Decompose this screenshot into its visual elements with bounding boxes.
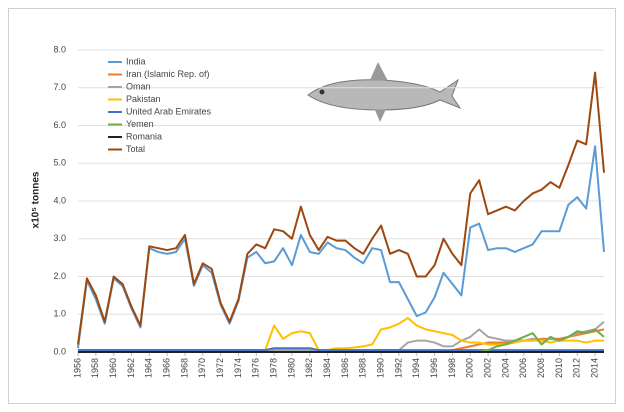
- x-tick-label: 1970: [197, 358, 207, 378]
- x-tick-label: 1960: [108, 358, 118, 378]
- series-line: [77, 71, 605, 345]
- x-tick-label: 1972: [215, 358, 225, 378]
- x-tick-label: 1990: [375, 358, 385, 378]
- series-line: [78, 347, 604, 352]
- y-tick-label: 1.0: [53, 309, 66, 319]
- x-tick-label: 1966: [162, 358, 172, 378]
- x-tick-label: 1962: [126, 358, 136, 378]
- x-tick-label: 1968: [179, 358, 189, 378]
- legend-label: Iran (Islamic Rep. of): [126, 69, 210, 79]
- legend-label: United Arab Emirates: [126, 106, 212, 116]
- x-tick-label: 1978: [269, 358, 279, 378]
- fish-eye: [319, 89, 325, 95]
- y-tick-label: 2.0: [53, 271, 66, 281]
- fish-fin: [370, 62, 388, 81]
- y-tick-label: 4.0: [53, 195, 66, 205]
- x-tick-label: 1986: [340, 358, 350, 378]
- legend-label: Total: [126, 144, 145, 154]
- x-tick-label: 1958: [90, 358, 100, 378]
- x-tick-label: 2010: [554, 358, 564, 378]
- x-tick-label: 2012: [572, 358, 582, 378]
- x-tick-label: 2014: [589, 358, 599, 378]
- x-tick-label: 1992: [393, 358, 403, 378]
- y-axis-title: x10⁵ tonnes: [31, 171, 42, 228]
- x-tick-label: 1984: [322, 358, 332, 378]
- legend-label: Pakistan: [126, 94, 161, 104]
- y-tick-label: 5.0: [53, 158, 66, 168]
- x-tick-label: 1994: [411, 358, 421, 378]
- x-tick-label: 1988: [358, 358, 368, 378]
- legend-label: Romania: [126, 131, 162, 141]
- y-tick-label: 3.0: [53, 233, 66, 243]
- x-tick-label: 1998: [447, 358, 457, 378]
- x-tick-label: 2006: [518, 358, 528, 378]
- y-tick-label: 6.0: [53, 120, 66, 130]
- fish-fin: [375, 109, 386, 122]
- x-tick-label: 1956: [72, 358, 82, 378]
- x-tick-label: 1996: [429, 358, 439, 378]
- chart-frame: [8, 8, 616, 404]
- x-tick-label: 1976: [251, 358, 261, 378]
- legend-label: Oman: [126, 81, 151, 91]
- x-tick-label: 1974: [233, 358, 243, 378]
- y-tick-label: 0.0: [53, 346, 66, 356]
- x-tick-label: 1980: [286, 358, 296, 378]
- x-tick-label: 1964: [144, 358, 154, 378]
- legend-label: India: [126, 56, 146, 66]
- x-tick-label: 2000: [465, 358, 475, 378]
- x-tick-label: 2004: [500, 358, 510, 378]
- y-tick-label: 7.0: [53, 82, 66, 92]
- legend-label: Yemen: [126, 119, 154, 129]
- x-tick-label: 2002: [482, 358, 492, 378]
- series-line: [77, 145, 605, 349]
- y-tick-label: 8.0: [53, 44, 66, 54]
- x-tick-label: 1982: [304, 358, 314, 378]
- x-tick-label: 2008: [536, 358, 546, 378]
